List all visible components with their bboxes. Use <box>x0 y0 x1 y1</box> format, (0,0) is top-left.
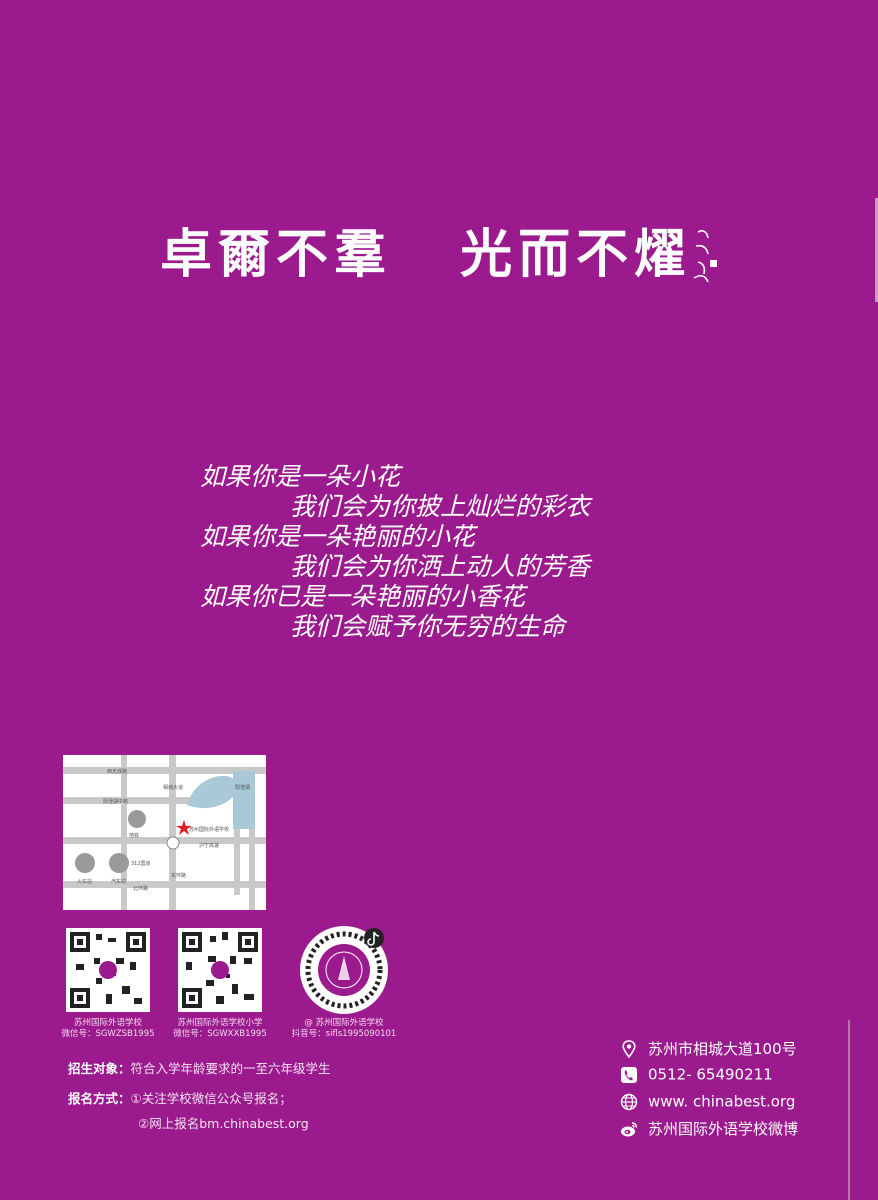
phone-text: 0512- 65490211 <box>648 1065 773 1084</box>
poem-line: 如果你已是一朵艳丽的小香花 <box>200 582 526 611</box>
address-text: 苏州市相城大道100号 <box>648 1040 797 1058</box>
qr-caption-line: 苏州国际外语学校小学 <box>177 1018 263 1028</box>
qr-caption-line: 苏州国际外语学校 <box>73 1018 142 1028</box>
motto-part-2: 光而不燿 <box>460 224 693 285</box>
map-label: 阳澄湖 <box>235 784 250 791</box>
qr-caption-line: @ 苏州国际外语学校 <box>304 1018 384 1028</box>
globe-icon <box>620 1093 638 1110</box>
map-label: 312国道 <box>131 860 151 867</box>
poem-line: 我们会为你洒上动人的芳香 <box>290 552 591 581</box>
qr-code-image <box>178 928 262 1012</box>
map-label: 火车站 <box>77 878 92 885</box>
location-pin-icon <box>622 1039 636 1058</box>
map-label: 地铁 <box>129 832 139 839</box>
weibo-text: 苏州国际外语学校微博 <box>648 1120 799 1138</box>
contact-address: 苏州市相城大道100号 <box>620 1038 840 1059</box>
enroll-method-2[interactable]: ②网上报名bm.chinabest.org <box>138 1116 309 1131</box>
qr-caption: @ 苏州国际外语学校 抖音号：sifls1995090101 <box>289 1018 399 1040</box>
qr-caption: 苏州国际外语学校小学 微信号：SGWXXB1995 <box>165 1018 275 1040</box>
map-label: 汽车站 <box>111 878 126 885</box>
poem-line: 我们会为你披上灿烂的彩衣 <box>290 492 591 521</box>
poem: 如果你是一朵小花 我们会为你披上灿烂的彩衣 如果你是一朵艳丽的小花 我们会为你洒… <box>200 462 700 642</box>
contact-weibo[interactable]: 苏州国际外语学校微博 <box>620 1118 840 1139</box>
qr-wechat-primary[interactable]: 苏州国际外语学校小学 微信号：SGWXXB1995 <box>165 926 275 1040</box>
poem-line: 如果你是一朵艳丽的小花 <box>200 522 476 551</box>
qr-caption: 苏州国际外语学校 微信号：SGWZSB1995 <box>53 1018 163 1040</box>
map-label: 沪宁高速 <box>199 842 219 849</box>
enroll-target-label: 招生对象： <box>68 1061 131 1076</box>
edge-decoration-top <box>875 198 878 302</box>
qr-caption-line: 抖音号：sifls1995090101 <box>291 1029 397 1039</box>
contact-phone[interactable]: 0512- 65490211 <box>620 1065 840 1084</box>
school-location-star-icon <box>176 820 192 835</box>
contact-website[interactable]: www. chinabest.org <box>620 1092 840 1111</box>
enroll-method: 报名方式：①关注学校微信公众号报名； <box>68 1088 292 1107</box>
weibo-icon <box>621 1121 638 1136</box>
qr-code-image <box>66 928 150 1012</box>
motto-part-1: 卓爾不羣 <box>160 224 393 285</box>
poem-line: 我们会赋予你无穷的生命 <box>290 612 566 641</box>
enroll-target: 招生对象：符合入学年龄要求的一至六年级学生 <box>68 1058 331 1077</box>
map-label: 北环路 <box>133 885 148 892</box>
qr-caption-line: 微信号：SGWZSB1995 <box>61 1029 155 1039</box>
location-map: 西天成路 阳澄湖中路 相城大道 阳澄湖 沪宁高速 312国道 北环路 东环路 火… <box>63 755 266 910</box>
enroll-method-label: 报名方式： <box>68 1091 131 1106</box>
enroll-method-1: ①关注学校微信公众号报名； <box>130 1091 292 1106</box>
qr-code-image <box>300 926 388 1014</box>
calligraphy-seal <box>693 230 717 283</box>
qr-douyin[interactable]: @ 苏州国际外语学校 抖音号：sifls1995090101 <box>289 926 399 1040</box>
website-text: www. chinabest.org <box>648 1092 796 1111</box>
phone-icon <box>621 1066 637 1083</box>
map-label: 阳澄湖中路 <box>103 798 128 805</box>
school-motto: 卓爾不羣 光而不燿 <box>160 212 692 287</box>
map-label: 东环路 <box>171 872 186 879</box>
edge-decoration-bottom <box>848 1020 850 1200</box>
map-label: 相城大道 <box>163 784 183 791</box>
bus-icon <box>109 853 129 873</box>
qr-code-row: 苏州国际外语学校 微信号：SGWZSB1995 苏州国际外语学校小学 微信号：S… <box>55 926 415 1046</box>
map-label: 西天成路 <box>107 768 127 775</box>
train-icon <box>75 853 95 873</box>
metro-icon <box>128 810 146 828</box>
qr-caption-line: 微信号：SGWXXB1995 <box>173 1029 267 1039</box>
qr-wechat-school[interactable]: 苏州国际外语学校 微信号：SGWZSB1995 <box>53 926 163 1040</box>
map-label: 苏州国际外语学校 <box>189 826 229 833</box>
poem-line: 如果你是一朵小花 <box>200 462 401 491</box>
enroll-target-value: 符合入学年龄要求的一至六年级学生 <box>130 1061 331 1076</box>
